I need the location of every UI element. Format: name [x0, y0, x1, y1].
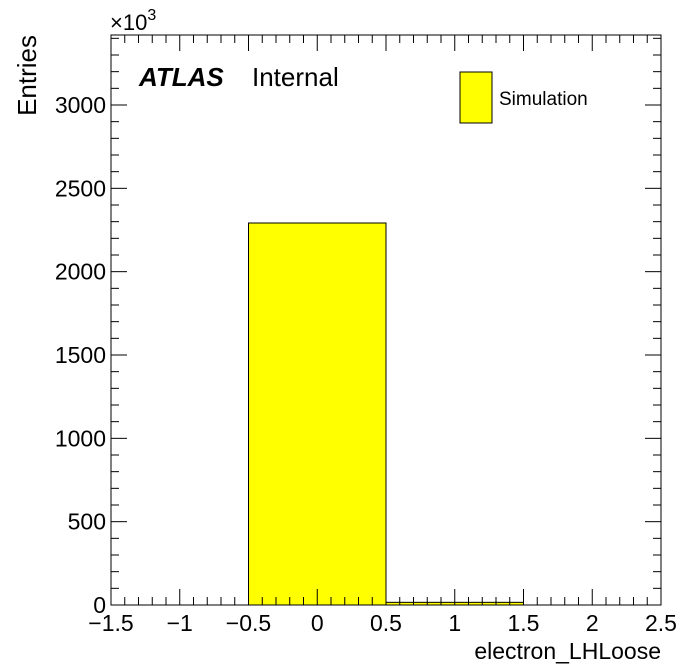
axis-ticks	[110, 35, 662, 606]
axis-tick-labels: −1.5 −1 −0.5 0 0.5 1 1.5 2 2.5 0 500 1000 1500 2000 25…	[55, 92, 677, 636]
y-tick-label: 3000	[55, 92, 106, 118]
x-tick-label: 2	[586, 610, 599, 636]
legend: Simulation	[459, 71, 588, 124]
atlas-internal-label: Internal	[252, 62, 339, 92]
y-tick-label: 0	[93, 592, 106, 618]
legend-swatch	[459, 71, 493, 124]
y-axis-multiplier-exponent: 3	[147, 7, 156, 24]
y-axis-title: Entries	[12, 35, 42, 116]
legend-entry-label: Simulation	[499, 89, 588, 110]
y-tick-label: 2000	[55, 259, 106, 285]
x-tick-label: 2.5	[645, 610, 677, 636]
x-tick-label: 1	[448, 610, 461, 636]
x-axis-title: electron_LHLoose	[474, 638, 661, 664]
histogram-bar-0	[248, 222, 387, 606]
y-tick-label: 500	[68, 509, 106, 535]
x-tick-label: −1.5	[88, 610, 133, 636]
y-axis-multiplier: ×103	[110, 7, 156, 35]
atlas-label: ATLAS	[138, 62, 224, 92]
x-tick-label: 0	[311, 610, 324, 636]
x-tick-label: 1.5	[508, 610, 540, 636]
y-tick-label: 2500	[55, 175, 106, 201]
y-tick-label: 1000	[55, 425, 106, 451]
x-tick-label: 0.5	[370, 610, 402, 636]
x-tick-label: −1	[167, 610, 193, 636]
x-tick-label: −0.5	[226, 610, 271, 636]
y-tick-label: 1500	[55, 342, 106, 368]
histogram-bars	[248, 222, 524, 606]
